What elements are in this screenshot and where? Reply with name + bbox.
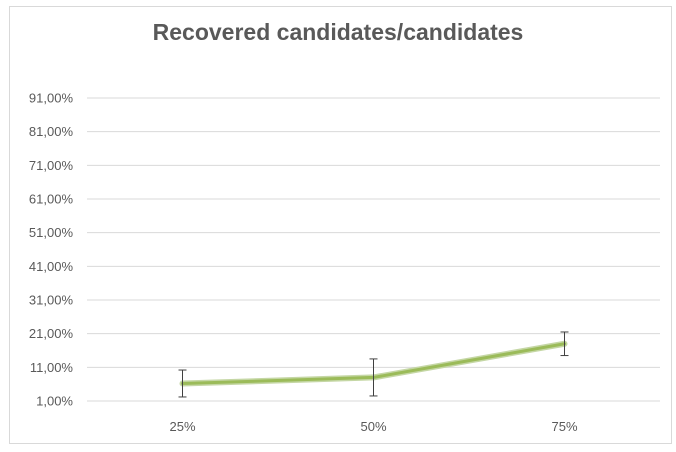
- x-tick-label: 50%: [360, 419, 386, 434]
- chart-title: Recovered candidates/candidates: [152, 19, 524, 45]
- y-tick-label: 81,00%: [29, 124, 74, 139]
- y-tick-label: 71,00%: [29, 158, 74, 173]
- y-tick-label: 91,00%: [29, 91, 74, 106]
- x-tick-label: 75%: [551, 419, 577, 434]
- y-tick-label: 51,00%: [29, 225, 74, 240]
- y-tick-label: 31,00%: [29, 293, 74, 308]
- x-tick-label: 25%: [169, 419, 195, 434]
- y-tick-label: 1,00%: [36, 394, 73, 409]
- y-tick-label: 41,00%: [29, 259, 74, 274]
- y-tick-label: 21,00%: [29, 326, 74, 341]
- y-tick-label: 11,00%: [30, 360, 74, 375]
- chart-frame: [9, 6, 672, 444]
- y-tick-label: 61,00%: [29, 192, 74, 207]
